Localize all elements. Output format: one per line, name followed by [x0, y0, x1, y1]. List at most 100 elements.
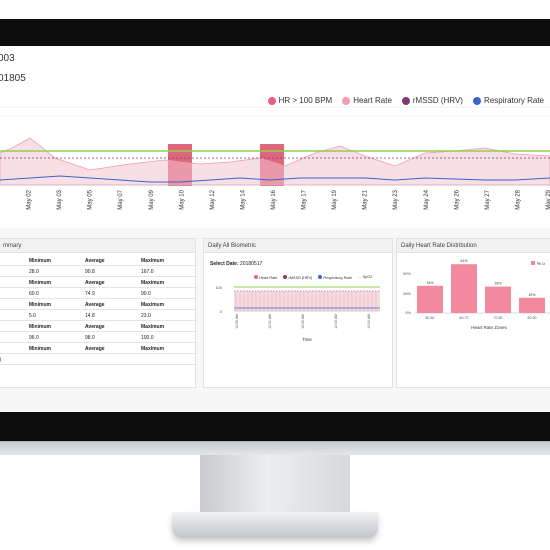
respiratory-rate-line: [0, 175, 550, 183]
respiratory-rate-dot-icon: [472, 96, 481, 105]
x-axis-label: Time: [302, 337, 312, 342]
metric-value: 100.0: [141, 335, 154, 341]
x-axis-label: Heart Rate Zones: [471, 325, 507, 330]
column-header: Average: [85, 258, 105, 264]
heart-rate-area: [0, 137, 550, 186]
heart-rate-area: [234, 291, 380, 311]
x-tick-label: 1: [0, 189, 2, 193]
column-header: Average: [85, 324, 105, 330]
heart-rate-dot-icon: [342, 96, 351, 105]
main-chart-legend: HR > 100 BPM Heart Rate rMSSD (HRV) Resp…: [267, 96, 544, 105]
x-tick-label: May 28: [515, 189, 521, 209]
monitor-bezel-bottom: [0, 412, 550, 441]
x-tick-label: 12:03 AM: [334, 314, 338, 329]
main-trend-chart: 1 May 02 May 03 May 05 May 07 May 09 May 10 May…: [0, 108, 550, 228]
distribution-bar[interactable]: [485, 286, 511, 313]
select-date-value[interactable]: 20180517: [240, 261, 263, 267]
summary-header-row: Minimum Average Maximum: [0, 321, 197, 332]
x-tick-label: May 21: [363, 189, 369, 209]
x-tick-label: May 24: [424, 189, 430, 209]
select-date[interactable]: Select Date: 20180517: [210, 261, 262, 267]
metric-value: 5.0: [29, 313, 36, 319]
x-tick-label: May 26: [454, 189, 460, 209]
column-header: Average: [85, 302, 105, 308]
x-tick-label: May 05: [88, 189, 94, 209]
column-header: Average: [85, 280, 105, 286]
biometric-legend: Heart Rate rMSSD (HRV) Respiratory Rate …: [254, 275, 372, 280]
column-header: Average: [85, 346, 105, 352]
metric-value: 23.0: [141, 313, 151, 319]
x-tick-labels: 12:00 AM 12:01 AM 12:02 AM 12:03 AM 12:04 AM: [235, 314, 371, 329]
bar-category-label: 50-60: [426, 316, 435, 320]
summary-header-row: Minimum Average Maximum: [0, 255, 197, 266]
monitor-bezel-top: [0, 19, 550, 46]
summary-row: m)5.014.823.0: [0, 310, 197, 321]
bar-category-label: 80-90: [528, 316, 537, 320]
summary-row: ng C): [0, 354, 197, 365]
y-tick-label: 50%: [403, 271, 411, 276]
metric-value: 167.0: [141, 269, 154, 275]
legend-item-respiratory-rate[interactable]: Respiratory Rate: [472, 96, 544, 105]
legend-item-spo2[interactable]: — SpO2: [358, 275, 373, 280]
distribution-chart: % o 50% 25% 0% 34% 50-60 61% 60-70 33% 70-80 1…: [403, 259, 550, 330]
summary-row: ns)60.074.990.0: [0, 288, 197, 299]
legend-label: Heart Rate: [353, 96, 392, 105]
metric-label: ng C): [0, 357, 1, 363]
x-tick-label: 12:02 AM: [301, 314, 305, 329]
column-header: Maximum: [141, 280, 165, 286]
distribution-bars: 34% 50-60 61% 60-70 33% 70-80 19% 80-90: [417, 259, 545, 320]
distribution-title: Daily Heart Rate Distribution: [397, 239, 550, 253]
x-tick-label: 12:04 AM: [367, 314, 371, 329]
distribution-bar[interactable]: [451, 264, 477, 313]
legend-label: rMSSD (HRV): [288, 276, 313, 280]
legend-label: HR > 100 BPM: [278, 96, 333, 105]
x-tick-label: May 03: [57, 189, 63, 209]
x-tick-label: 12:00 AM: [235, 314, 239, 329]
distribution-bar[interactable]: [417, 285, 443, 313]
respiratory-rate-dot-icon: [318, 275, 323, 279]
legend-item-heart-rate[interactable]: Heart Rate: [254, 275, 277, 280]
legend-item-heart-rate[interactable]: Heart Rate: [342, 96, 392, 105]
distribution-panel: Daily Heart Rate Distribution % o 50% 25…: [396, 238, 550, 388]
x-tick-label: May 12: [210, 189, 216, 209]
heart-rate-dot-icon: [254, 275, 258, 279]
summary-table: MinimumAverageMaximumPM)28.090.8167.0Min…: [0, 255, 197, 365]
y-tick-label: 0: [220, 309, 223, 314]
legend-label: Respiratory Rate: [323, 276, 352, 280]
legend-item-hr-over-100[interactable]: HR > 100 BPM: [267, 96, 333, 105]
legend-item-rmssd[interactable]: rMSSD (HRV): [401, 96, 463, 105]
metric-value: 60.0: [29, 291, 39, 297]
y-tick-label: 25%: [403, 291, 411, 296]
metric-value: 14.8: [85, 313, 95, 319]
legend-label: rMSSD (HRV): [412, 96, 463, 105]
main-trend-svg: 1 May 02 May 03 May 05 May 07 May 09 May 10 May…: [0, 115, 550, 210]
monitor-chin: [0, 441, 550, 455]
monitor-stand-neck: [200, 455, 350, 517]
heart-rate-stripes: [235, 292, 377, 311]
bar-value-label: 34%: [426, 281, 433, 285]
column-header: Maximum: [141, 346, 165, 352]
metric-value: 74.9: [85, 291, 95, 297]
dashboard-header: 003 01805 HR > 100 BPM Heart Rate rMSSD …: [0, 46, 550, 106]
summary-row: 96.0 98.0 100.0: [0, 332, 197, 343]
column-header: Maximum: [141, 302, 165, 308]
x-tick-label: May 14: [240, 189, 246, 209]
distribution-legend-swatch: [531, 261, 535, 265]
daily-biometric-title: Daily All Biometric: [204, 239, 392, 253]
bar-value-label: 33%: [494, 282, 501, 286]
column-header: Maximum: [141, 258, 165, 264]
summary-header-row: Minimum Average Maximum: [0, 343, 197, 354]
x-tick-label: May 19: [332, 189, 338, 209]
x-tick-labels: 1 May 02 May 03 May 05 May 07 May 09 May 10 May…: [0, 189, 550, 209]
metric-value: 98.0: [85, 335, 95, 341]
column-header: Minimum: [29, 324, 51, 330]
legend-item-rmssd[interactable]: rMSSD (HRV): [283, 275, 312, 280]
column-header: Minimum: [29, 346, 51, 352]
distribution-bar[interactable]: [519, 297, 545, 313]
legend-label: Heart Rate: [259, 276, 278, 280]
distribution-legend-label: % o: [537, 261, 545, 266]
metric-value: 90.0: [141, 291, 151, 297]
x-tick-label: May 09: [149, 189, 155, 209]
summary-title: mmary: [0, 239, 195, 253]
legend-item-respiratory-rate[interactable]: Respiratory Rate: [318, 275, 352, 280]
